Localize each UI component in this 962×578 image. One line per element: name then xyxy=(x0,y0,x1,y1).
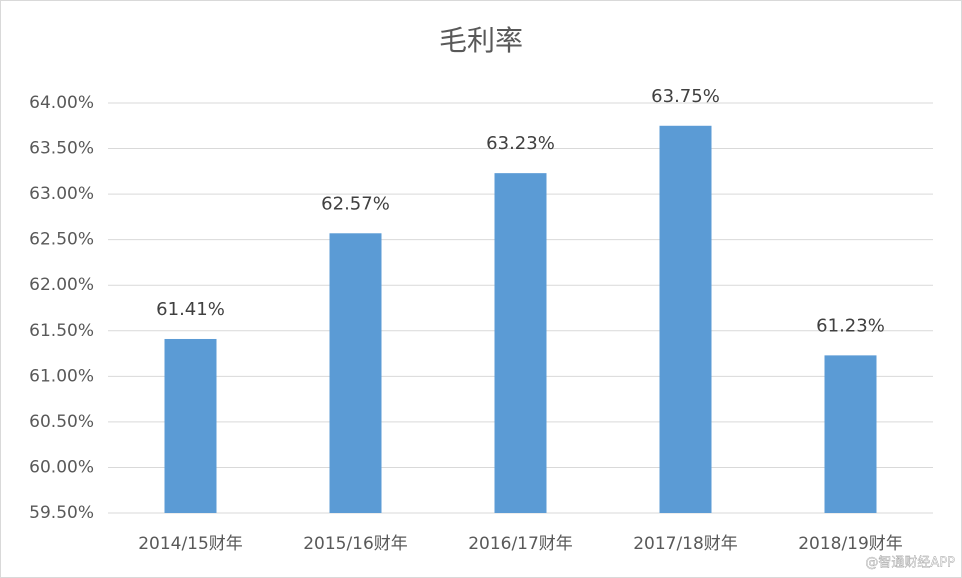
x-tick-label: 2018/19财年 xyxy=(798,534,903,554)
y-tick-label: 63.50% xyxy=(29,139,94,159)
watermark: @智通财经APP xyxy=(865,556,955,571)
y-tick-label: 64.00% xyxy=(29,93,94,113)
bar xyxy=(659,125,712,514)
y-tick-label: 61.00% xyxy=(29,366,94,386)
y-tick-label: 59.50% xyxy=(29,503,94,523)
data-label: 63.23% xyxy=(486,133,555,154)
data-label: 61.41% xyxy=(156,299,225,320)
y-tick-label: 60.00% xyxy=(29,457,94,477)
x-tick-label: 2017/18财年 xyxy=(633,534,738,554)
y-tick-label: 60.50% xyxy=(29,412,94,432)
data-label: 62.57% xyxy=(321,193,390,214)
x-tick-label: 2016/17财年 xyxy=(468,534,573,554)
y-tick-label: 63.00% xyxy=(29,184,94,204)
bar xyxy=(329,233,382,514)
data-label: 63.75% xyxy=(651,86,720,107)
chart-title: 毛利率 xyxy=(439,24,523,57)
bar xyxy=(494,173,547,513)
y-tick-label: 61.50% xyxy=(29,321,94,341)
x-tick-label: 2015/16财年 xyxy=(303,534,408,554)
data-label: 61.23% xyxy=(816,315,885,336)
y-tick-label: 62.50% xyxy=(29,230,94,250)
y-tick-label: 62.00% xyxy=(29,275,94,295)
bar xyxy=(824,355,877,513)
x-tick-label: 2014/15财年 xyxy=(138,534,243,554)
bar xyxy=(164,338,217,513)
